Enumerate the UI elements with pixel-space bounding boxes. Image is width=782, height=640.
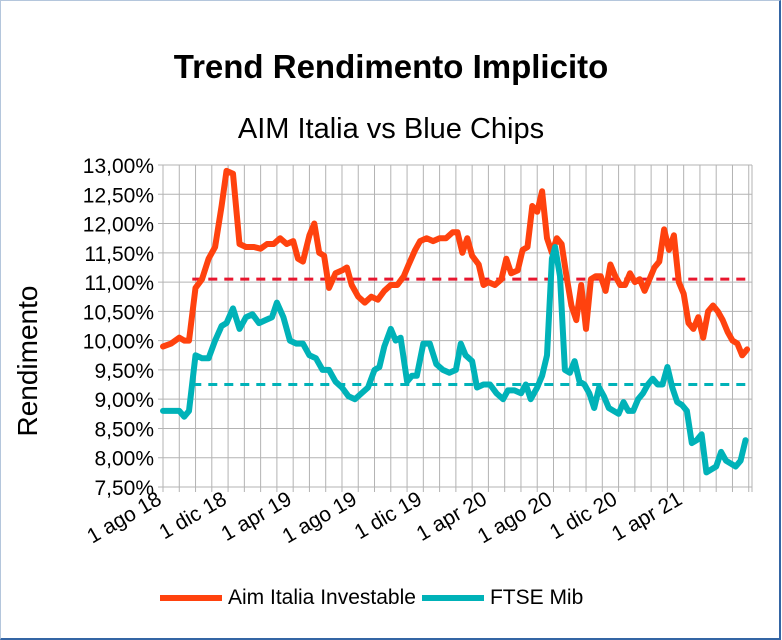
y-tick-label: 10,50% <box>83 301 154 324</box>
x-tick-label: 1 dic 18 <box>155 487 230 544</box>
y-tick-label: 8,50% <box>94 418 154 441</box>
legend-item-ftse: FTSE Mib <box>421 586 584 610</box>
aim-italia-series-line <box>160 167 751 359</box>
ftse-mib-series-line <box>160 244 749 476</box>
y-tick-label: 12,00% <box>83 214 154 237</box>
y-tick-label: 10,00% <box>83 331 154 354</box>
chart-title: Trend Rendimento Implicito <box>173 48 609 85</box>
x-tick-label: 1 dic 20 <box>546 487 621 544</box>
y-tick-label: 12,50% <box>83 184 154 207</box>
legend-label-ftse: FTSE Mib <box>489 586 584 609</box>
y-tick-label: 7,50% <box>94 477 154 500</box>
x-tick-label: 1 dic 19 <box>351 487 426 544</box>
x-tick-label: 1 ago 20 <box>474 487 556 548</box>
y-tick-label: 9,00% <box>94 389 154 412</box>
y-tick-label: 11,50% <box>84 243 154 266</box>
y-tick-label: 8,00% <box>94 448 154 471</box>
chart-subtitle: AIM Italia vs Blue Chips <box>237 113 545 145</box>
y-tick-label: 9,50% <box>94 360 154 383</box>
x-tick-label: 1 apr 21 <box>608 487 686 545</box>
legend: Aim Italia Investable FTSE Mib <box>160 586 589 610</box>
legend-swatch-aim <box>160 595 222 601</box>
x-tick-label: 1 ago 19 <box>278 487 360 548</box>
y-tick-label: 13,00% <box>83 155 154 178</box>
legend-item-aim: Aim Italia Investable <box>160 586 416 610</box>
y-tick-label: 11,00% <box>84 272 154 295</box>
legend-swatch-ftse <box>421 595 484 601</box>
legend-label-aim: Aim Italia Investable <box>228 586 416 609</box>
